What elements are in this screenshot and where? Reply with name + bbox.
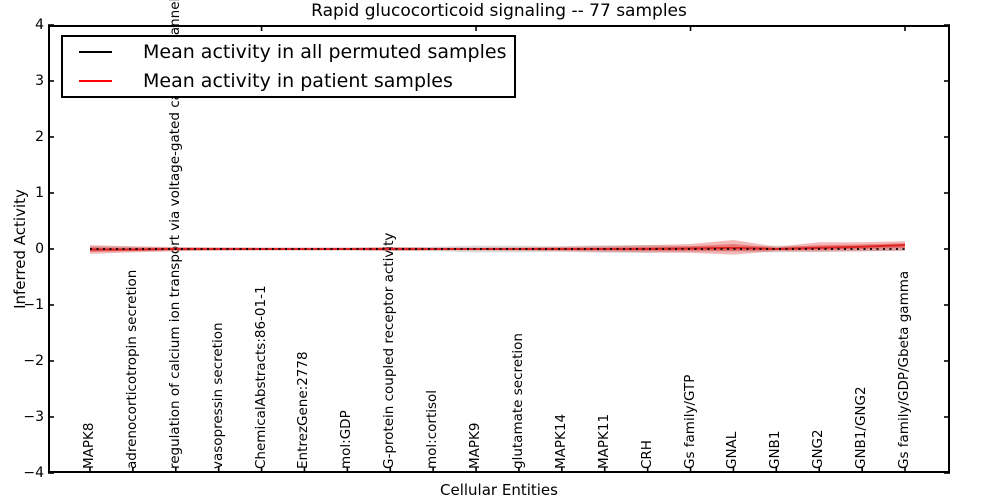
x-tick-label: CRH [638,440,655,469]
legend: Mean activity in all permuted samples Me… [61,35,516,98]
permuted-band [90,245,905,253]
legend-label-patient: Mean activity in patient samples [143,70,453,92]
y-tick-label: 1 [35,185,44,201]
x-tick-label: G-protein coupled receptor activity [381,232,398,469]
y-tick-label: 0 [35,241,44,257]
x-tick-label: MAPK14 [552,413,569,469]
y-tick-label: 3 [35,73,44,89]
permuted-line-swatch [79,51,112,53]
x-tick-label: GNAL [724,431,741,469]
x-tick-label: MAPK8 [81,422,97,469]
y-tick-label: −2 [23,353,44,369]
patient-band-outer [90,240,905,255]
x-tick-label: EntrezGene:2778 [295,351,312,469]
x-axis-label: Cellular Entities [440,481,558,499]
patient-band-inner [90,243,905,252]
x-tick-label: mol:cortisol [424,389,441,469]
x-tick-label: adrenocorticotropin secretion [123,269,140,469]
x-tick-label: Gs family/GTP [681,374,698,469]
y-tick-label: −1 [23,297,44,313]
x-tick-label: ChemicalAbstracts:86-01-1 [252,285,269,469]
legend-row-permuted: Mean activity in all permuted samples [63,38,514,66]
x-tick-label: MAPK11 [595,413,612,469]
chart-title: Rapid glucocorticoid signaling -- 77 sam… [311,1,687,21]
y-tick-label: −4 [23,465,44,481]
x-tick-label: mol:GDP [338,410,355,469]
y-tick-label: −3 [23,409,44,425]
legend-row-patient: Mean activity in patient samples [63,67,514,95]
x-tick-label: GNB1 [767,430,784,469]
x-tick-label: glutamate secretion [509,333,526,469]
x-tick-label: GNG2 [810,429,827,469]
x-tick-label: vasopressin secretion [209,322,226,469]
y-tick-label: 2 [35,129,44,145]
patient-mean-line [90,244,906,251]
y-tick-label: 4 [35,17,44,33]
x-tick-label: Gs family/GDP/Gbeta gamma [896,270,912,469]
patient-line-swatch [79,80,112,82]
x-tick-label: MAPK9 [467,422,484,469]
legend-label-permuted: Mean activity in all permuted samples [143,41,507,63]
x-tick-label: GNB1/GNG2 [853,386,870,469]
